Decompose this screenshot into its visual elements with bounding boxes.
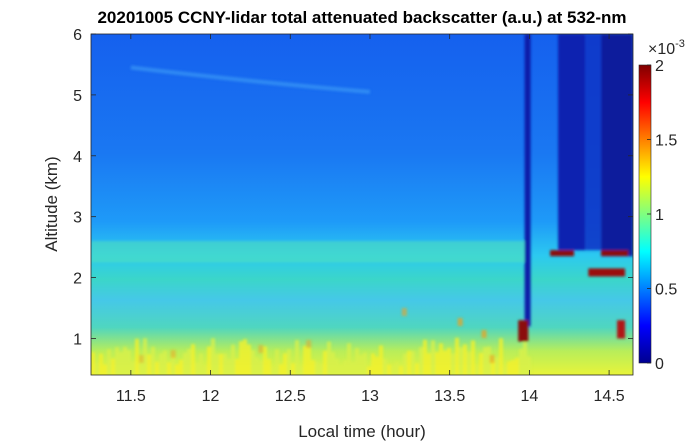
y-tick-label: 1 [73,331,82,348]
x-tick-label: 13 [361,388,379,405]
colorbar-ticks: 0 0.5 1 1.5 2 [647,58,677,373]
plot-frame [90,33,634,376]
x-axis-ticks: 11.5 12 12.5 13 13.5 14 14.5 [116,34,625,405]
colorbar: 0 0.5 1 1.5 2 ×10-3 [638,38,685,373]
heatmap-background [91,34,633,375]
y-axis-label: Altitude (km) [42,156,61,251]
x-tick-label: 11.5 [116,388,146,405]
x-tick-label: 13.5 [434,388,465,405]
y-tick-label: 6 [73,27,82,44]
heatmap-plot-area [91,34,633,375]
y-tick-label: 3 [73,210,82,227]
x-tick-label: 12.5 [275,388,306,405]
colorbar-exponent: ×10-3 [648,38,685,58]
colorbar-tick-label: 0 [655,356,664,373]
colorbar-tick-label: 1 [655,207,664,224]
x-tick-label: 12 [202,388,220,405]
colorbar-tick-label: 2 [655,58,664,75]
colorbar-tick-label: 1.5 [655,133,677,150]
y-axis-ticks: 1 2 3 4 5 6 [73,27,633,348]
chart-title: 20201005 CCNY-lidar total attenuated bac… [97,8,626,27]
x-tick-label: 14.5 [594,388,625,405]
y-tick-label: 5 [73,88,82,105]
colorbar-tick-label: 0.5 [655,282,677,299]
y-tick-label: 2 [73,271,82,288]
x-axis-label: Local time (hour) [298,422,426,441]
y-tick-label: 4 [73,149,82,166]
x-tick-label: 14 [520,388,538,405]
